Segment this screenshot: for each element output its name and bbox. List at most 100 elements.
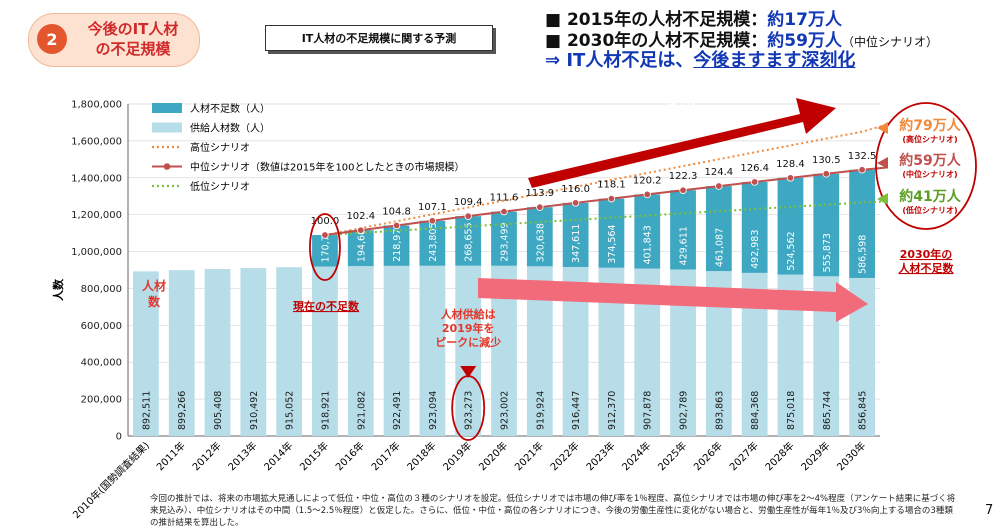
line-mid-label: 102.4 (346, 211, 375, 222)
bar-supply (419, 265, 446, 436)
legend-swatch-marker (163, 163, 171, 170)
bar-shortage-label: 170,700 (320, 223, 331, 262)
supply-peak-arrowhead (460, 366, 477, 378)
bar-shortage (670, 190, 696, 270)
line-mid-marker (392, 221, 401, 230)
bar-supply (312, 266, 338, 436)
x-tick-label: 2020年 (476, 439, 510, 473)
scenario-lines: 100.0 102.4 104.8 107.1 109.4 111.6 113.9 116.0… (311, 123, 889, 239)
supply-left-label: 人材数 (142, 278, 166, 309)
supply-left-label-line: 人材 (142, 278, 166, 293)
annotations: ITニーズの拡大により市場規模は今後も拡大人材数現在の不足数人材供給は 2019年… (142, 95, 977, 441)
supply-peak-text: 人材供給は 2019年をピークに減少 (435, 307, 501, 349)
line-mid-label: 118.1 (597, 180, 626, 191)
low-value: 約41万人 (899, 188, 961, 205)
bar-shortage (598, 198, 625, 268)
bar-shortage-label: 218,976 (392, 223, 403, 262)
bar-supply (133, 271, 159, 436)
bar-shortage (347, 230, 374, 267)
section-title-line2: の不足規模 (95, 40, 171, 58)
y-tick-label: 1,800,000 (71, 100, 122, 111)
supply-peak-text-line: 2019年を (442, 321, 495, 335)
shortage-2030-text-line: 人材不足数 (899, 261, 955, 275)
x-tick-label: 2025年 (655, 439, 689, 473)
bar-shortage-label: 586,598 (858, 235, 869, 274)
mid-label: (中位シナリオ) (902, 169, 957, 179)
bar-shortage (705, 186, 732, 272)
bar-shortage-label: 555,873 (822, 233, 833, 272)
x-tick-label: 2013年 (225, 439, 259, 473)
bar-supply-label: 919,924 (535, 391, 546, 430)
bar-supply-label: 884,368 (750, 391, 761, 430)
section-number: 2 (37, 24, 67, 54)
supply-peak-text-line: 人材供給は (441, 307, 496, 321)
bar-supply-label: 922,491 (392, 391, 403, 430)
growth-arrow-text: ITニーズの拡大により市場規模は今後も拡大 (597, 95, 700, 143)
bar-supply-label: 892,511 (141, 391, 152, 430)
bar-supply-label: 923,094 (428, 391, 439, 430)
headline-2015: ■ 2015年の人材不足規模：約17万人 (545, 5, 842, 30)
x-tick-label: 2016年 (333, 439, 367, 473)
section-title-line1: 今後のIT人材 (87, 20, 179, 38)
line-mid-marker (679, 186, 687, 194)
legend: 人材不足数（人） 供給人材数（人） 高位シナリオ中位シナリオ（数値は2015年を10… (152, 102, 465, 193)
bar-shortage-label: 401,843 (643, 225, 654, 264)
line-mid-marker (715, 182, 723, 190)
legend-swatch (152, 103, 182, 113)
bar-supply-label: 921,082 (356, 391, 367, 430)
line-mid-marker (607, 194, 616, 203)
line-mid-label: 120.2 (633, 175, 662, 186)
legend-label: 高位シナリオ (190, 141, 250, 154)
y-tick-label: 600,000 (81, 321, 122, 332)
bar-supply (347, 266, 374, 436)
line-mid-marker (321, 231, 329, 239)
section-title: 今後のIT人材 の不足規模 (73, 19, 193, 59)
bar-supply-label: 899,266 (177, 391, 188, 430)
supply-peak-text-line: ピークに減少 (435, 335, 501, 349)
line-high (324, 123, 889, 237)
line-mid-marker (428, 217, 437, 225)
bar-shortage (813, 173, 840, 277)
bar-supply-label: 923,002 (500, 391, 511, 430)
bar-supply-label: 907,878 (643, 391, 654, 430)
section-badge: 2 今後のIT人材 の不足規模 (28, 13, 200, 67)
high-arrowhead (877, 122, 888, 134)
headline-2030-prefix: ■ 2030年の人材不足規模： (545, 31, 768, 51)
y-tick-label: 1,000,000 (71, 247, 122, 258)
mid-value: 約59万人 (899, 152, 961, 169)
line-mid-label: 116.0 (561, 184, 590, 195)
bar-shortage-label: 268,655 (464, 222, 475, 261)
y-tick-label: 0 (116, 432, 122, 443)
bar-shortage-label: 374,564 (607, 224, 618, 263)
bar-supply-label: 905,408 (213, 391, 224, 430)
line-mid-label: 100.0 (311, 216, 340, 227)
y-axis-title: 人数 (51, 278, 65, 301)
mid-arrowhead (877, 157, 888, 169)
headline-2030-note: （中位シナリオ） (841, 35, 938, 49)
line-mid-marker (822, 170, 830, 178)
bar-shortage-label: 524,562 (786, 231, 797, 270)
page-number: 7 (985, 503, 994, 518)
line-mid-marker (858, 166, 866, 174)
bar-shortage (491, 211, 517, 266)
bar-shortage (562, 202, 589, 267)
bar-shortage (777, 177, 804, 275)
bar-shortage (849, 169, 875, 278)
bar-shortage-label: 243,805 (428, 222, 439, 261)
bar-supply (168, 270, 195, 436)
y-axis: 0 200,000 400,000 600,000 800,000 1,000,000 1,… (51, 100, 129, 443)
line-mid-label: 126.4 (740, 163, 769, 174)
line-mid-marker (786, 174, 795, 182)
line-mid-label: 104.8 (382, 206, 411, 217)
legend-label: 低位シナリオ (190, 180, 250, 193)
legend-label: 中位シナリオ（数値は2015年を100としたときの市場規模） (190, 161, 465, 174)
line-mid-marker (750, 178, 759, 186)
x-tick-label: 2024年 (619, 439, 653, 473)
headline-2015-value: 約17万人 (767, 10, 842, 30)
shortage-2030-text: 2030年の人材不足数 (899, 247, 955, 275)
y-tick-label: 1,600,000 (71, 136, 122, 147)
y-tick-label: 400,000 (81, 358, 122, 369)
x-tick-label: 2030年 (834, 439, 868, 473)
current-shortage-label: 現在の不足数 (293, 299, 360, 313)
